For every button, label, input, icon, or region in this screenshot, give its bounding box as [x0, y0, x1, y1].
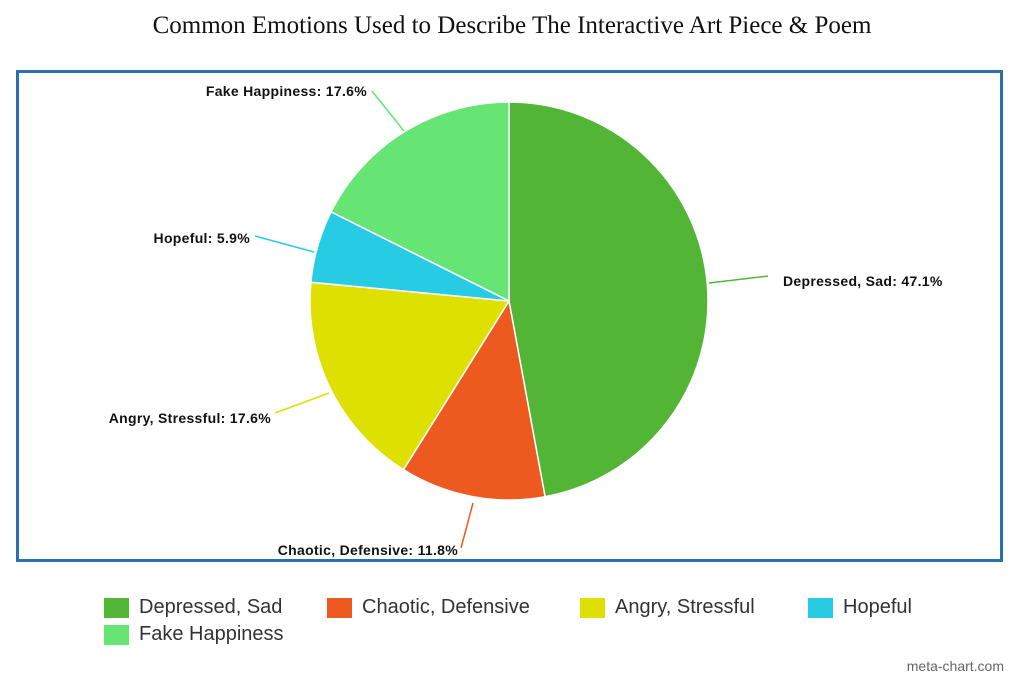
legend-label: Hopeful: [843, 596, 912, 618]
legend-swatch: [104, 624, 129, 645]
slice-label-4: Hopeful: 5.9%: [154, 230, 251, 246]
label-connector-5: [371, 90, 405, 132]
legend-swatch: [808, 597, 833, 618]
label-connector-2: [460, 502, 474, 549]
pie-slice-1: [508, 101, 709, 498]
legend-item-3[interactable]: Angry, Stressful: [580, 596, 755, 619]
legend-item-2[interactable]: Chaotic, Defensive: [327, 596, 530, 619]
legend-label: Angry, Stressful: [615, 596, 755, 618]
slice-label-5: Fake Happiness: 17.6%: [206, 83, 367, 99]
legend-label: Chaotic, Defensive: [362, 596, 530, 618]
legend-swatch: [580, 597, 605, 618]
credit-text: meta-chart.com: [906, 658, 1004, 674]
pie-slice-3: [309, 281, 511, 471]
label-connector-1: [708, 275, 769, 284]
legend-item-1[interactable]: Depressed, Sad: [104, 596, 282, 619]
plot-frame: [16, 70, 1003, 562]
slice-label-1: Depressed, Sad: 47.1%: [783, 273, 943, 289]
chart-title: Common Emotions Used to Describe The Int…: [152, 12, 872, 39]
legend-swatch: [327, 597, 352, 618]
slice-label-3: Angry, Stressful: 17.6%: [109, 410, 271, 426]
legend-swatch: [104, 597, 129, 618]
pie-slice-5: [330, 101, 510, 303]
legend-label: Depressed, Sad: [139, 596, 283, 618]
legend-item-4[interactable]: Hopeful: [808, 596, 912, 619]
label-connector-3: [274, 392, 330, 414]
label-connector-4: [254, 235, 315, 253]
slice-label-2: Chaotic, Defensive: 11.8%: [278, 542, 458, 558]
pie-slice-2: [402, 298, 546, 501]
legend-label: Fake Happiness: [139, 623, 284, 645]
legend-item-5[interactable]: Fake Happiness: [104, 623, 284, 646]
